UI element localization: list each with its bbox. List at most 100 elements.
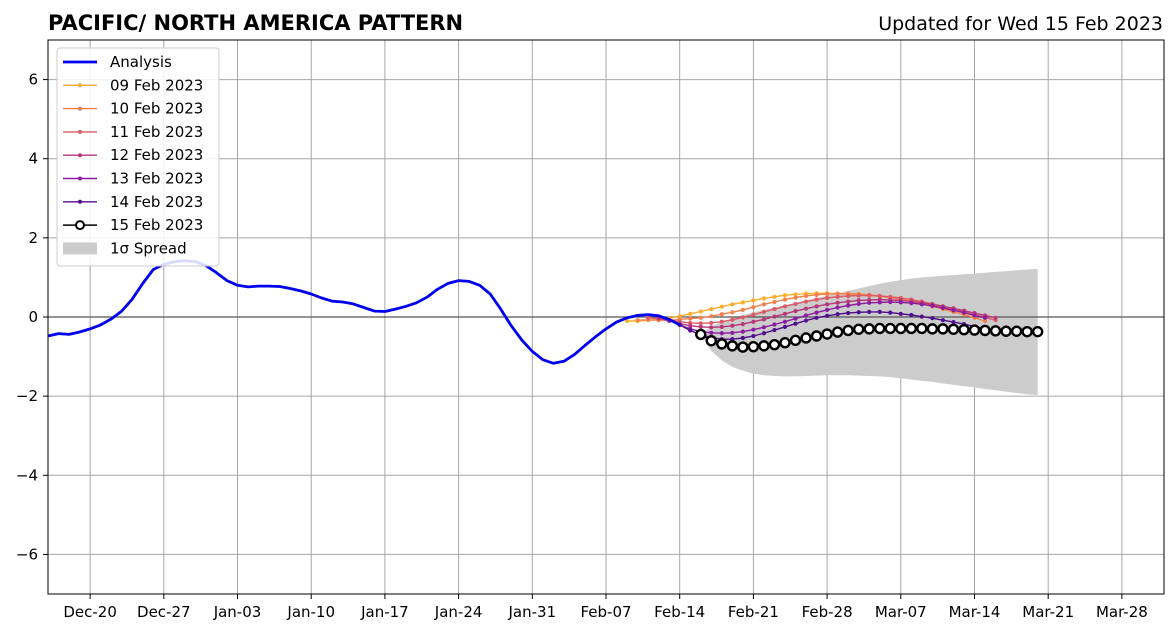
x-tick-label: Feb-28 <box>802 603 853 621</box>
series-point-2 <box>793 301 798 307</box>
series-point-4 <box>793 316 798 321</box>
series-point-4 <box>982 315 988 320</box>
series-point-2 <box>719 319 724 324</box>
series-point-3 <box>751 319 756 324</box>
series-point-5 <box>940 318 946 323</box>
x-tick-label: Jan-24 <box>434 603 483 621</box>
series-point-2 <box>846 293 851 299</box>
y-tick-label: 0 <box>28 308 38 326</box>
forecast-point <box>852 323 865 335</box>
series-point-3 <box>824 302 830 307</box>
series-point-3 <box>782 311 788 316</box>
series-point-4 <box>961 310 967 315</box>
series-point-1 <box>719 312 724 317</box>
x-tick-label: Jan-03 <box>213 603 262 621</box>
y-tick-label: 4 <box>28 150 38 168</box>
series-point-5 <box>772 327 777 333</box>
series-point-1 <box>814 292 819 297</box>
series-point-2 <box>867 293 872 298</box>
series-point-4 <box>856 301 861 307</box>
x-tick-label: Feb-21 <box>728 603 779 621</box>
legend-label: 09 Feb 2023 <box>110 76 203 94</box>
series-point-4 <box>740 329 745 334</box>
series-point-1 <box>782 297 788 302</box>
x-tick-label: Mar-21 <box>1022 603 1074 621</box>
series-point-4 <box>909 301 914 306</box>
forecast-point <box>831 326 844 338</box>
series-point-2 <box>761 309 767 314</box>
series-point-0 <box>782 293 788 298</box>
forecast-point <box>926 323 939 335</box>
series-point-3 <box>846 299 851 304</box>
series-point-4 <box>814 310 819 315</box>
legend-label: 1σ Spread <box>110 239 187 257</box>
legend-swatch <box>63 242 97 255</box>
y-tick-label: −4 <box>16 466 38 484</box>
forecast-point <box>874 322 886 335</box>
forecast-point <box>716 338 728 350</box>
legend-marker <box>78 199 82 204</box>
series-point-4 <box>888 299 893 305</box>
series-point-1 <box>740 307 745 312</box>
series-point-2 <box>835 294 840 299</box>
series-point-3 <box>856 298 861 303</box>
legend-marker <box>78 129 82 134</box>
forecast-point <box>737 341 749 353</box>
series-point-5 <box>856 310 861 315</box>
analysis-line <box>47 259 681 365</box>
forecast-point <box>989 325 1002 337</box>
forecast-point <box>695 328 707 341</box>
forecast-point <box>979 324 991 337</box>
series-point-3 <box>761 317 767 322</box>
y-tick-label: −2 <box>16 387 38 405</box>
y-tick-label: −6 <box>16 545 38 563</box>
legend-label: 11 Feb 2023 <box>110 123 203 141</box>
series-point-4 <box>719 331 724 336</box>
series-point-3 <box>793 308 798 314</box>
series-point-2 <box>730 317 735 322</box>
x-tick-label: Dec-27 <box>137 603 191 621</box>
series-point-4 <box>761 325 767 330</box>
series-point-2 <box>856 293 861 298</box>
forecast-point <box>747 340 760 353</box>
series-point-1 <box>803 293 809 299</box>
series-point-0 <box>688 311 693 316</box>
series-point-4 <box>940 305 946 310</box>
series-point-5 <box>930 316 935 321</box>
series-point-4 <box>751 327 756 332</box>
forecast-point <box>810 330 823 342</box>
series-point-3 <box>719 324 724 329</box>
series-point-4 <box>972 313 977 318</box>
x-tick-label: Jan-10 <box>286 603 335 621</box>
legend-label: 12 Feb 2023 <box>110 146 203 164</box>
forecast-point <box>726 340 739 352</box>
series-point-2 <box>740 315 745 320</box>
series-point-4 <box>782 319 788 324</box>
legend-box <box>56 47 220 267</box>
series-point-2 <box>709 320 714 326</box>
legend-label: Analysis <box>110 53 172 71</box>
x-tick-label: Feb-14 <box>654 603 705 621</box>
series-point-5 <box>909 312 914 318</box>
series-point-3 <box>993 315 998 320</box>
series-point-1 <box>709 314 714 319</box>
analysis-layer <box>47 259 681 365</box>
series-point-2 <box>751 312 756 317</box>
forecast-point <box>863 323 875 335</box>
series-point-4 <box>898 300 903 305</box>
forecast-point <box>1010 325 1023 337</box>
forecast-point <box>705 335 717 347</box>
series-point-5 <box>846 310 851 316</box>
y-tick-label: 2 <box>28 229 38 247</box>
legend-label: 10 Feb 2023 <box>110 100 203 118</box>
forecast-point <box>1000 325 1012 337</box>
series-point-2 <box>824 295 830 301</box>
series-point-5 <box>751 333 756 339</box>
series-point-4 <box>772 322 777 327</box>
series-point-4 <box>867 300 872 305</box>
forecast-point <box>768 339 781 351</box>
series-point-0 <box>740 300 745 305</box>
series-point-5 <box>877 309 882 314</box>
series-point-4 <box>803 313 809 318</box>
series-point-2 <box>698 321 703 326</box>
